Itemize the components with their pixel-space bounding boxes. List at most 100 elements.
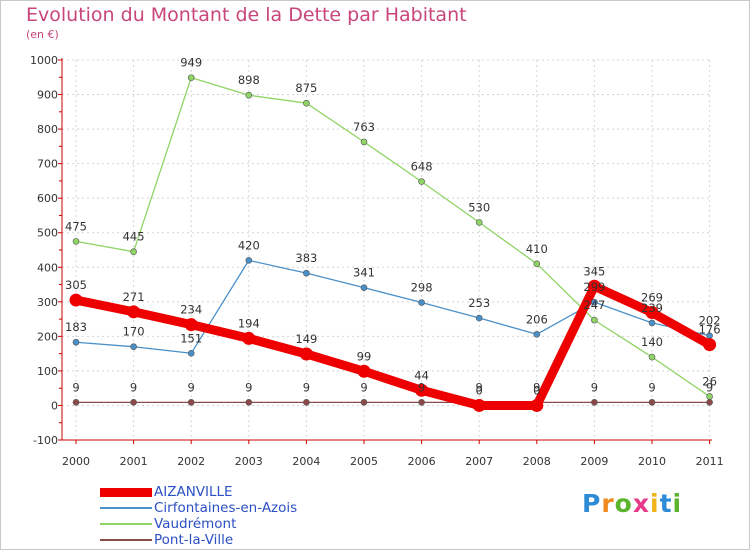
data-label: 149 xyxy=(295,332,317,346)
data-label: 234 xyxy=(180,303,202,317)
y-tick-label: 500 xyxy=(37,227,58,240)
series-line xyxy=(71,281,715,410)
legend-swatch xyxy=(100,487,152,497)
data-label: 763 xyxy=(353,120,375,134)
y-tick-label: 600 xyxy=(37,192,58,205)
y-tick-label: 800 xyxy=(37,123,58,136)
data-point xyxy=(648,399,656,406)
data-point xyxy=(187,399,195,406)
data-label: 206 xyxy=(526,312,548,326)
data-point xyxy=(591,298,598,306)
y-tick-label: 0 xyxy=(51,399,58,412)
data-point xyxy=(303,269,310,277)
data-label: 305 xyxy=(65,278,87,292)
data-label: 99 xyxy=(357,349,372,363)
data-point xyxy=(591,399,598,406)
data-point xyxy=(184,318,198,332)
x-tick-label: 2004 xyxy=(292,455,320,468)
data-point xyxy=(245,399,253,406)
data-label: 410 xyxy=(526,242,548,256)
data-label: 269 xyxy=(641,291,663,305)
data-point xyxy=(242,331,256,345)
data-point xyxy=(533,260,541,268)
series-line xyxy=(75,76,711,398)
data-label: 445 xyxy=(123,230,145,244)
data-label: 9 xyxy=(360,380,367,394)
legend-swatch xyxy=(100,539,152,541)
data-point xyxy=(72,338,80,346)
y-tick-label: 400 xyxy=(37,261,58,274)
data-label: 9 xyxy=(706,380,713,394)
data-point xyxy=(357,364,371,378)
data-point xyxy=(706,399,713,406)
y-tick-label: 700 xyxy=(37,158,58,171)
data-label: 9 xyxy=(476,380,483,394)
chart-title: Evolution du Montant de la Dette par Hab… xyxy=(26,4,467,26)
logo-letter: t xyxy=(659,489,673,518)
data-label: 26 xyxy=(702,374,717,388)
data-label: 530 xyxy=(468,200,490,214)
x-tick-label: 2000 xyxy=(62,455,90,468)
data-label: 0 xyxy=(533,383,540,397)
data-point xyxy=(415,383,429,397)
data-label: 341 xyxy=(353,266,375,280)
data-label: 9 xyxy=(648,380,655,394)
data-point xyxy=(587,279,601,293)
data-label: 202 xyxy=(699,314,721,328)
data-label: 9 xyxy=(130,380,137,394)
data-point xyxy=(530,398,544,412)
data-label: 140 xyxy=(641,335,663,349)
data-point xyxy=(648,353,656,361)
data-point xyxy=(245,257,253,264)
data-label: 648 xyxy=(411,160,433,174)
legend-label: Pont-la-Ville xyxy=(154,532,234,548)
data-label: 475 xyxy=(65,219,87,233)
legend-item-pont-la-ville[interactable]: Pont-la-Ville xyxy=(100,532,297,548)
data-point xyxy=(299,347,313,361)
data-label: 194 xyxy=(238,316,260,330)
legend-label: Vaudrémont xyxy=(154,516,237,532)
legend: AIZANVILLE Cirfontaines-en-Azois Vaudrém… xyxy=(100,484,297,548)
logo-letter: i xyxy=(672,489,683,518)
x-tick-label: 2010 xyxy=(638,455,666,468)
data-label: 44 xyxy=(414,368,429,382)
data-label: 9 xyxy=(418,380,425,394)
y-tick-label: 1000 xyxy=(30,54,58,67)
logo-letter: x xyxy=(632,489,650,518)
x-tick-label: 2011 xyxy=(696,455,724,468)
data-point xyxy=(648,319,656,327)
data-point xyxy=(360,284,368,291)
data-point xyxy=(360,399,368,406)
data-point xyxy=(703,338,717,352)
logo-letter: o xyxy=(614,489,633,518)
logo-letter: r xyxy=(601,489,615,518)
legend-item-aizanville[interactable]: AIZANVILLE xyxy=(100,484,297,500)
x-tick-label: 2003 xyxy=(235,455,263,468)
data-point xyxy=(130,343,137,351)
data-points xyxy=(69,74,717,412)
legend-label: Cirfontaines-en-Azois xyxy=(154,500,298,516)
y-tick-label: -100 xyxy=(33,434,58,447)
data-label: 949 xyxy=(180,56,202,70)
legend-swatch xyxy=(100,523,152,525)
data-point xyxy=(418,399,425,406)
x-tick-label: 2001 xyxy=(120,455,148,468)
x-tick-label: 2005 xyxy=(350,455,378,468)
legend-item-vaudremont[interactable]: Vaudrémont xyxy=(100,516,297,532)
data-point xyxy=(127,305,141,319)
y-tick-label: 900 xyxy=(37,89,58,102)
logo-letter: P xyxy=(582,489,602,518)
series-lines xyxy=(71,76,715,410)
data-label: 345 xyxy=(583,264,605,278)
legend-swatch xyxy=(100,507,152,509)
data-point xyxy=(472,398,486,412)
logo-letter: i xyxy=(650,489,660,518)
data-label: 298 xyxy=(411,281,433,295)
data-point xyxy=(360,138,368,146)
y-tick-label: 200 xyxy=(37,330,58,343)
data-label: 271 xyxy=(123,290,145,304)
legend-item-cirfontaines-en-azois[interactable]: Cirfontaines-en-Azois xyxy=(100,500,297,516)
data-label: 9 xyxy=(245,380,252,394)
